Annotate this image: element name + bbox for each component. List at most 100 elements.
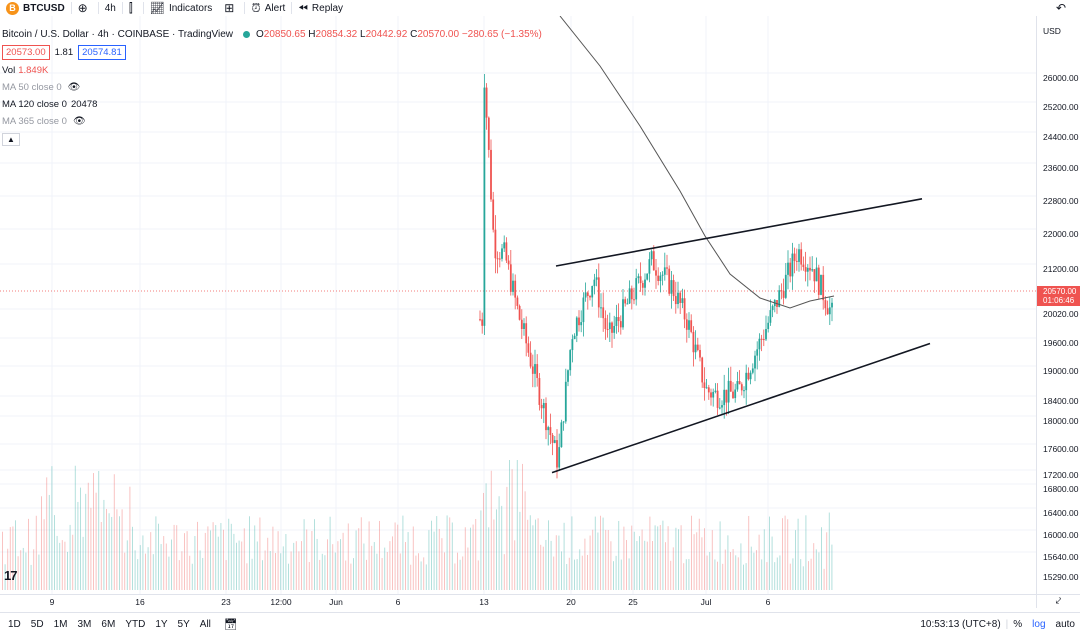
ma365-legend[interactable]: MA 365 close 0 👁︎ [2,115,542,128]
volume-bar [449,517,451,590]
volume-bar [176,525,178,590]
candle-body [516,297,519,306]
volume-bar [568,557,570,590]
alert-button[interactable]: ⏰︎ Alert [245,0,291,16]
volume-bar [730,552,731,590]
time-axis[interactable]: 9 16 23 12:00 Jun 6 13 20 25 Jul 6 [0,594,1036,608]
volume-bar [623,526,625,590]
symbol-search[interactable]: B BTCUSD [0,0,71,16]
price-tick-label: 15290.00 [1043,572,1079,582]
volume-bar [155,516,157,590]
eye-hidden-icon[interactable]: 👁︎ [72,116,86,127]
candle-body [802,264,805,268]
volume-bar [249,516,250,590]
candle-body [694,344,697,353]
market-status-icon [243,31,251,38]
candle-body [580,322,583,326]
chart-type-button[interactable]: ⫿ [123,0,143,16]
compare-button[interactable]: ⊕ [72,0,98,16]
upper-trendline[interactable] [555,198,923,267]
volume-bar [95,492,97,590]
volume-bar [272,526,274,590]
volume-bar [340,539,341,590]
volume-bar [256,541,258,590]
buy-button[interactable]: 20574.81 [78,45,126,60]
percent-toggle[interactable]: % [1013,619,1023,630]
candle-body [679,292,682,303]
eye-hidden-icon[interactable]: 👁︎ [67,82,81,93]
ma50-legend[interactable]: MA 50 close 0 👁︎ [2,81,542,94]
candle-body [758,338,761,350]
volume-bar [210,530,211,590]
volume-bar [293,542,295,590]
clock-display[interactable]: 10:53:13 (UTC+8) [920,619,1001,630]
volume-bar [282,546,284,590]
range-button-6m[interactable]: 6M [101,618,116,630]
volume-bar [433,531,435,590]
lower-trendline[interactable] [551,342,931,474]
volume-bar [719,521,721,590]
volume-bar [709,552,711,590]
price-tick-label: 22800.00 [1043,196,1079,206]
volume-bar [225,560,227,590]
sell-button[interactable]: 20573.00 [2,45,50,60]
volume-bar [236,542,237,590]
price-axis[interactable]: USD 26000.00 25200.00 24400.00 23600.00 2280… [1036,16,1080,594]
interval-button[interactable]: 4h [104,2,116,14]
volume-bar [774,562,776,590]
range-button-ytd[interactable]: YTD [125,618,146,630]
ma120-legend[interactable]: MA 120 close 0 20478 [2,98,542,111]
candle-body [584,292,587,298]
volume-bar [537,518,539,590]
layouts-button[interactable]: ⊞ [218,0,244,16]
volume-bar [753,552,755,590]
volume-bar [173,524,175,590]
axis-settings-button[interactable]: ⤦ [1036,594,1080,608]
chart-pane[interactable]: Bitcoin / U.S. Dollar · 4h · COINBASE · … [0,16,1036,594]
range-button-5d[interactable]: 5D [30,618,44,630]
collapse-legend-button[interactable]: ▲ [2,133,20,146]
volume-bar [85,493,87,590]
volume-bar [46,477,48,590]
range-button-1d[interactable]: 1D [8,618,21,630]
auto-toggle[interactable]: auto [1055,619,1075,630]
currency-label[interactable]: USD [1043,26,1061,36]
candle-body [536,364,539,379]
candle-body [529,352,532,367]
volume-bar [631,525,633,590]
time-tick-label: 12:00 [270,597,292,607]
replay-button[interactable]: ⏪︎ Replay [292,0,349,16]
volume-bar [506,486,508,590]
price-chart[interactable] [0,16,1036,594]
volume-bar [594,516,596,590]
volume-bar [680,525,682,590]
volume-bar [418,553,419,590]
goto-date-icon[interactable]: 📅︎ [223,618,238,631]
range-button-5y[interactable]: 5Y [177,618,190,630]
volume-bar [48,494,50,590]
undo-button[interactable]: ↶ [1050,0,1076,16]
volume-bar [137,559,139,590]
volume-bar [696,532,698,590]
ma365-label: MA 365 close 0 [2,116,67,127]
range-button-1m[interactable]: 1M [53,618,68,630]
volume-legend[interactable]: Vol 1.849K [2,64,542,77]
range-button-all[interactable]: All [199,618,211,630]
indicators-button[interactable]: 📈︎ Indicators [144,0,219,16]
volume-bar [678,529,679,590]
tradingview-logo: 17 [4,568,18,583]
candle-body [661,274,664,276]
candle-body [754,355,756,369]
volume-bar [652,541,653,590]
log-toggle[interactable]: log [1032,619,1046,630]
volume-bar [628,558,630,590]
volume-bar [737,557,739,590]
volume-bar [784,515,786,590]
range-button-1y[interactable]: 1Y [155,618,168,630]
candle-body [617,317,620,322]
range-button-3m[interactable]: 3M [77,618,92,630]
volume-bar [345,560,347,590]
volume-bar [74,465,76,590]
rewind-icon: ⏪︎ [298,0,308,15]
candle-body [683,298,686,320]
